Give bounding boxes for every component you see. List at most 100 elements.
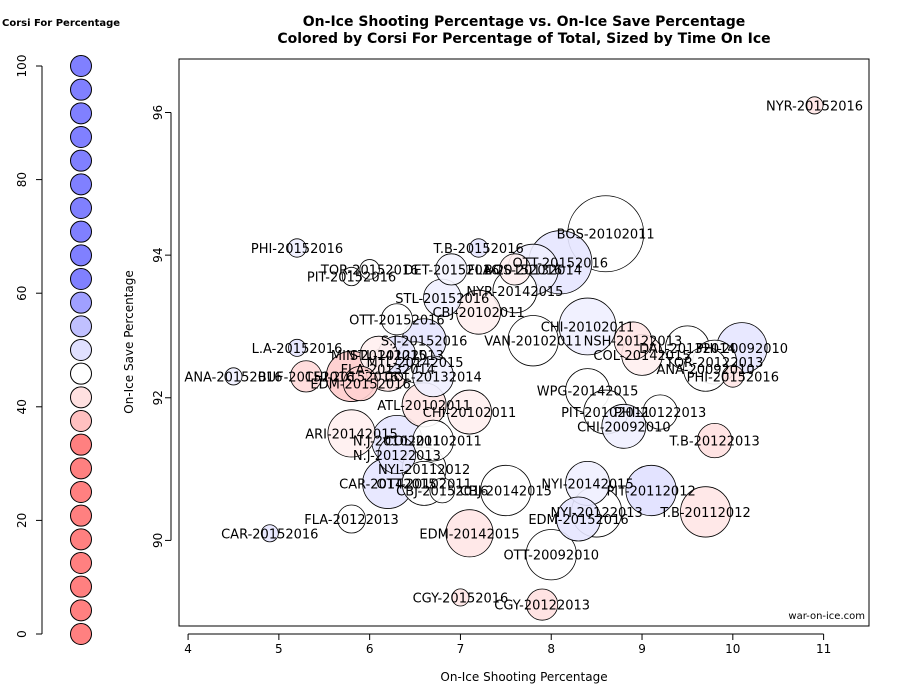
- legend-swatches: [70, 55, 92, 645]
- y-tick-label: 92: [151, 390, 165, 405]
- y-tick-label: 94: [151, 247, 165, 262]
- bubble: [380, 303, 413, 336]
- bubble: [412, 355, 455, 398]
- point-label: DAL-20132014: [639, 342, 736, 357]
- point-label: CAR-20152016: [221, 527, 318, 542]
- x-tick-label: 8: [547, 642, 555, 656]
- point-label: PIT-20112012: [606, 484, 695, 499]
- bubble: [498, 253, 531, 286]
- bubble: [290, 360, 323, 393]
- legend-swatch: [70, 244, 92, 267]
- point-label: EDM-20152016: [528, 513, 628, 528]
- point-label: OTT-20152016: [349, 313, 445, 328]
- point-label: OTT-20102011: [376, 477, 472, 492]
- legend-tick-label: 60: [15, 286, 29, 301]
- legend-swatch: [70, 339, 92, 361]
- legend-swatch: [70, 410, 92, 432]
- legend-swatch: [70, 149, 92, 172]
- legend-swatch: [70, 504, 92, 527]
- x-tick-label: 10: [725, 642, 740, 656]
- point-label: T.B-20112012: [659, 506, 750, 521]
- point-label: FLA-20152016: [468, 263, 563, 278]
- point-label: EDM-20142015: [419, 527, 519, 542]
- bubble: [429, 477, 456, 504]
- point-label: ATL-20102011: [377, 399, 471, 414]
- legend-swatch: [70, 433, 92, 456]
- legend-tick-label: 40: [15, 399, 29, 414]
- bubble: [377, 435, 417, 475]
- legend-swatch: [70, 268, 92, 290]
- legend-swatch: [70, 481, 92, 503]
- point-label: CGY-20152016: [413, 591, 509, 606]
- point-label: CBJ-20152016: [396, 484, 488, 499]
- x-tick-label: 4: [184, 642, 192, 656]
- point-label: N.J-20102011: [353, 435, 441, 450]
- point-label: ANA-20152016: [184, 370, 282, 385]
- bubble: [342, 365, 379, 402]
- point-label: EDM-20152016: [310, 378, 410, 393]
- point-label: T.B-20122013: [669, 435, 760, 450]
- point-label: WPG-20142015: [537, 385, 639, 400]
- point-label: STL-20122013: [350, 349, 444, 364]
- legend-swatch: [70, 575, 92, 598]
- label-layer: NYR-20152016BOS-20102011OTT-20152016BOS-…: [184, 99, 863, 613]
- point-label: NSH-20122013: [584, 335, 683, 350]
- point-label: TOR-20122013: [665, 356, 764, 371]
- legend-tick-label: 0: [15, 630, 29, 638]
- legend-swatch: [70, 457, 92, 480]
- point-label: CHI-20092010: [577, 420, 671, 435]
- bubble: [805, 96, 824, 115]
- point-label: CHI-20152016: [305, 370, 399, 385]
- point-label: BUF-20152016: [258, 370, 355, 385]
- bubble: [525, 529, 577, 581]
- point-label: VAN-20102011: [484, 335, 582, 350]
- bubble: [613, 321, 653, 360]
- legend-swatch: [70, 315, 92, 338]
- point-label: NYI-20122013: [550, 506, 642, 521]
- point-label: FLA-20122013: [304, 513, 399, 528]
- bubble: [526, 588, 559, 621]
- point-label: COL-20102011: [385, 435, 482, 450]
- bubble: [558, 297, 617, 356]
- point-label: CHI-20102011: [423, 406, 517, 421]
- legend-swatch: [70, 78, 92, 101]
- legend-swatch: [70, 386, 92, 409]
- bubble: [287, 238, 307, 258]
- credit-text: war-on-ice.com: [788, 611, 865, 622]
- legend-swatch: [70, 102, 92, 125]
- point-label: CGY-20122013: [494, 599, 590, 614]
- point-label: ARI-20142015: [305, 427, 398, 442]
- x-tick-label: 5: [275, 642, 283, 656]
- legend-swatch: [70, 173, 92, 196]
- bubble: [445, 509, 494, 558]
- point-label: NYR-20152016: [766, 99, 863, 114]
- bubble: [359, 259, 380, 280]
- bubble: [507, 315, 559, 367]
- legend-swatch: [70, 220, 92, 243]
- chart-title-line2: Colored by Corsi For Percentage of Total…: [277, 31, 770, 47]
- point-label: MTL-20142015: [367, 356, 464, 371]
- point-label: NYR-20142015: [466, 285, 563, 300]
- x-axis-label: On-Ice Shooting Percentage: [440, 670, 607, 684]
- legend-tick-label: 100: [15, 55, 29, 78]
- point-label: TOR-20152016: [320, 263, 419, 278]
- point-label: BOS-20132014: [484, 263, 582, 278]
- point-label: PIT-20102011: [561, 406, 650, 421]
- y-tick-label: 90: [151, 533, 165, 548]
- point-label: STL-20152016: [395, 292, 489, 307]
- bubble: [679, 486, 732, 538]
- x-axis: 4 5 6 7 8 9 10 11: [184, 633, 831, 656]
- bubble: [451, 588, 470, 607]
- legend-swatch: [70, 528, 92, 551]
- bubble: [469, 238, 489, 258]
- point-label: PHI-20152016: [251, 242, 343, 257]
- point-label: T.B-20152016: [432, 242, 523, 257]
- point-label: NYI-20112012: [378, 463, 470, 478]
- point-label: CBJ-20142015: [460, 484, 552, 499]
- legend-swatch: [70, 55, 92, 77]
- x-tick-label: 6: [366, 642, 374, 656]
- point-label: FLA-20132014: [341, 363, 436, 378]
- bubble: [456, 289, 502, 335]
- point-label: DET-20152016: [403, 263, 499, 278]
